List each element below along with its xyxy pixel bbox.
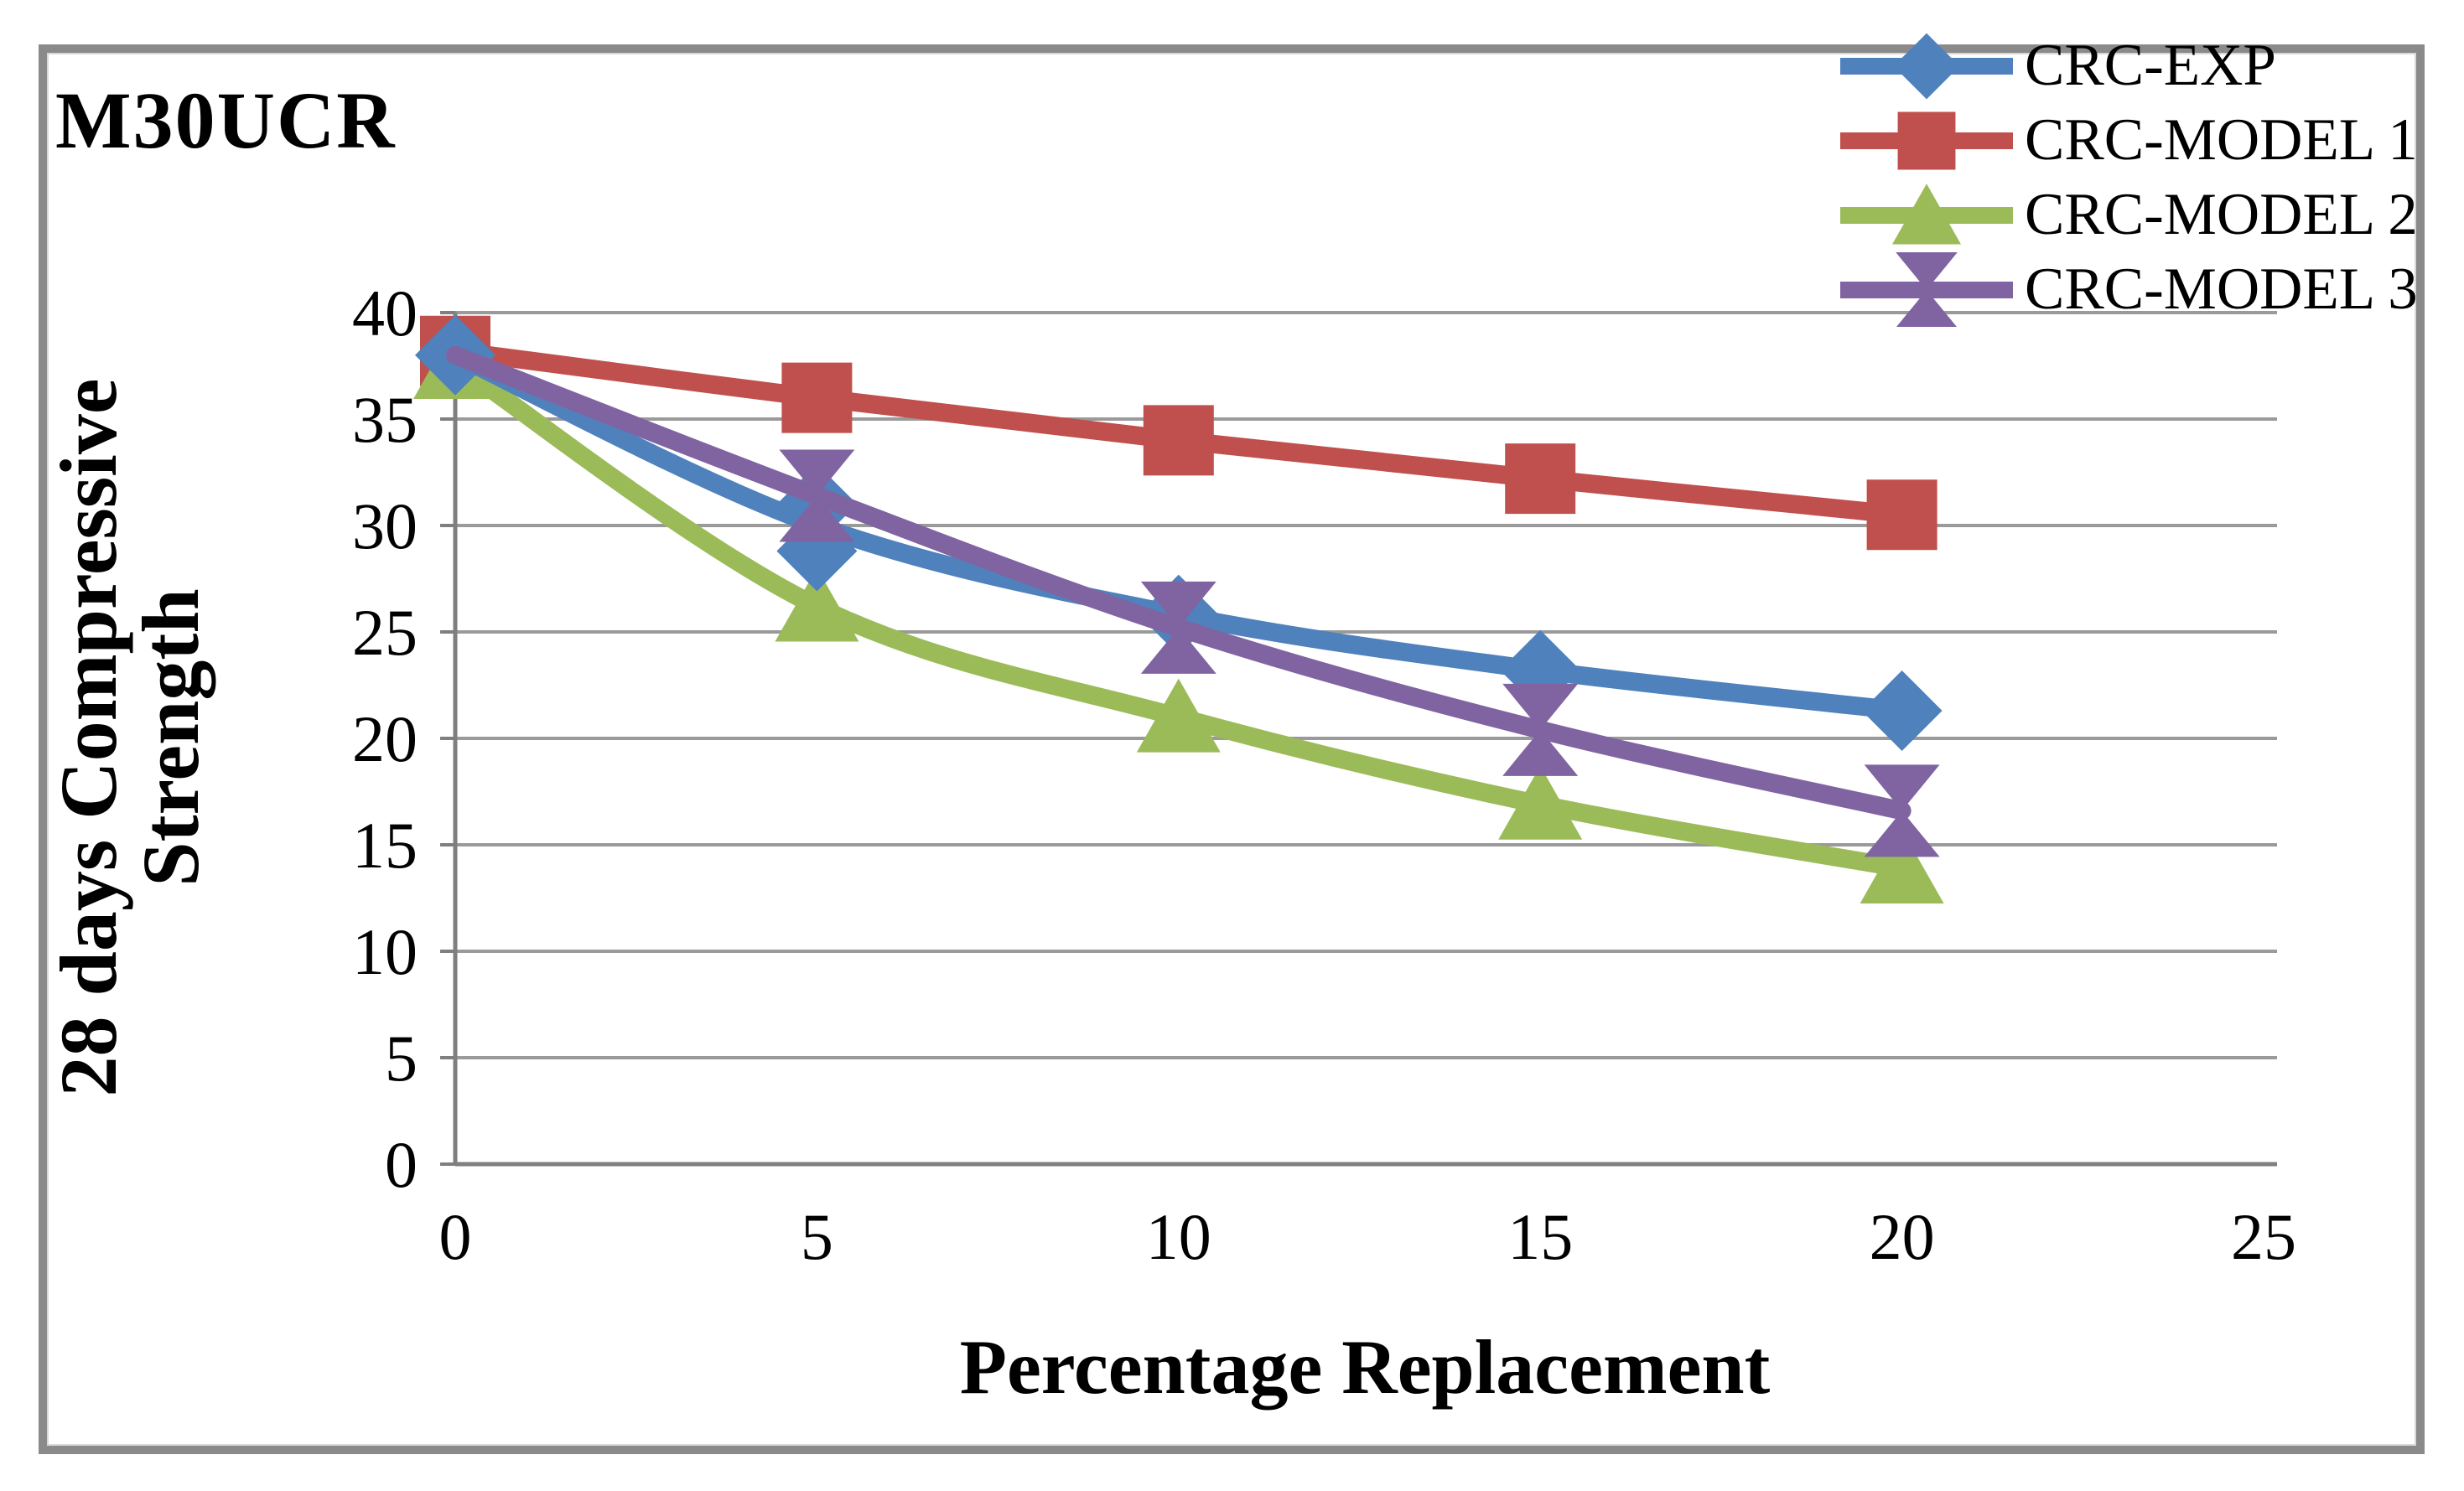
x-tick-label-5: 5 [800,1200,833,1273]
y-tick-label-10: 10 [352,915,418,988]
marker-bowtie-crc-model-3 [779,449,855,542]
marker-bowtie-crc-model-3 [1864,764,1940,857]
marker-bowtie-crc-model-3 [1140,581,1216,674]
marker-triangle-crc-model-2 [775,567,859,642]
x-tick-label-25: 25 [2231,1200,2296,1273]
marker-bowtie-crc-model-3 [1502,683,1579,776]
marker-diamond-crc-exp [1861,670,1943,751]
series-line-crc-model-3 [446,345,1912,821]
marker-square-crc-model-1 [781,362,853,433]
legend-marker-bowtie-icon [1839,251,2016,329]
y-tick-label-25: 25 [352,596,418,669]
y-axis-title: 28 days Compressive Strength [44,378,215,1097]
y-axis-title-line1: 28 days Compressive [44,378,134,1097]
y-tick-label-0: 0 [385,1128,418,1201]
legend-marker-diamond-icon [1839,28,2016,103]
legend-marker-triangle-icon [1839,178,2016,252]
y-tick-label-40: 40 [352,277,418,349]
marker-triangle-crc-model-2 [1136,678,1221,753]
legend-label: CRC-MODEL 1 [2025,107,2418,173]
x-axis-title: Percentage Replacement [959,1324,1771,1410]
x-tick-label-20: 20 [1869,1200,1935,1273]
y-tick-label-35: 35 [352,383,418,456]
y-tick-label-15: 15 [352,809,418,882]
legend-item-crc-model-2: CRC-MODEL 2 [1839,178,2418,252]
legend-label: CRC-MODEL 2 [2025,182,2418,247]
x-tick-label-15: 15 [1507,1200,1574,1273]
marker-triangle-crc-model-2 [1860,829,1944,903]
legend-item-crc-exp: CRC-EXP [1839,28,2418,103]
figure-border [39,44,2425,1454]
legend-item-crc-model-3: CRC-MODEL 3 [1839,251,2418,329]
y-tick-label-5: 5 [385,1022,418,1095]
y-axis-title-line2: Strength [126,588,215,887]
x-tick-label-0: 0 [438,1200,472,1273]
y-tick-label-30: 30 [352,489,418,562]
y-tick-label-20: 20 [352,702,418,775]
marker-triangle-crc-model-2 [1498,765,1583,840]
legend-item-crc-model-1: CRC-MODEL 1 [1839,103,2418,178]
legend-marker-square-icon [1839,103,2016,178]
legend: CRC-EXP CRC-MODEL 1 CRC-MODEL 2 CRC-MODE… [1839,28,2418,329]
chart-title: M30UCR [55,75,397,165]
marker-square-crc-model-1 [1143,405,1214,476]
marker-square-crc-model-1 [1866,479,1937,551]
x-tick-label-10: 10 [1145,1200,1211,1273]
marker-square-crc-model-1 [1505,443,1576,515]
legend-label: CRC-EXP [2025,33,2276,98]
legend-label: CRC-MODEL 3 [2025,256,2418,322]
